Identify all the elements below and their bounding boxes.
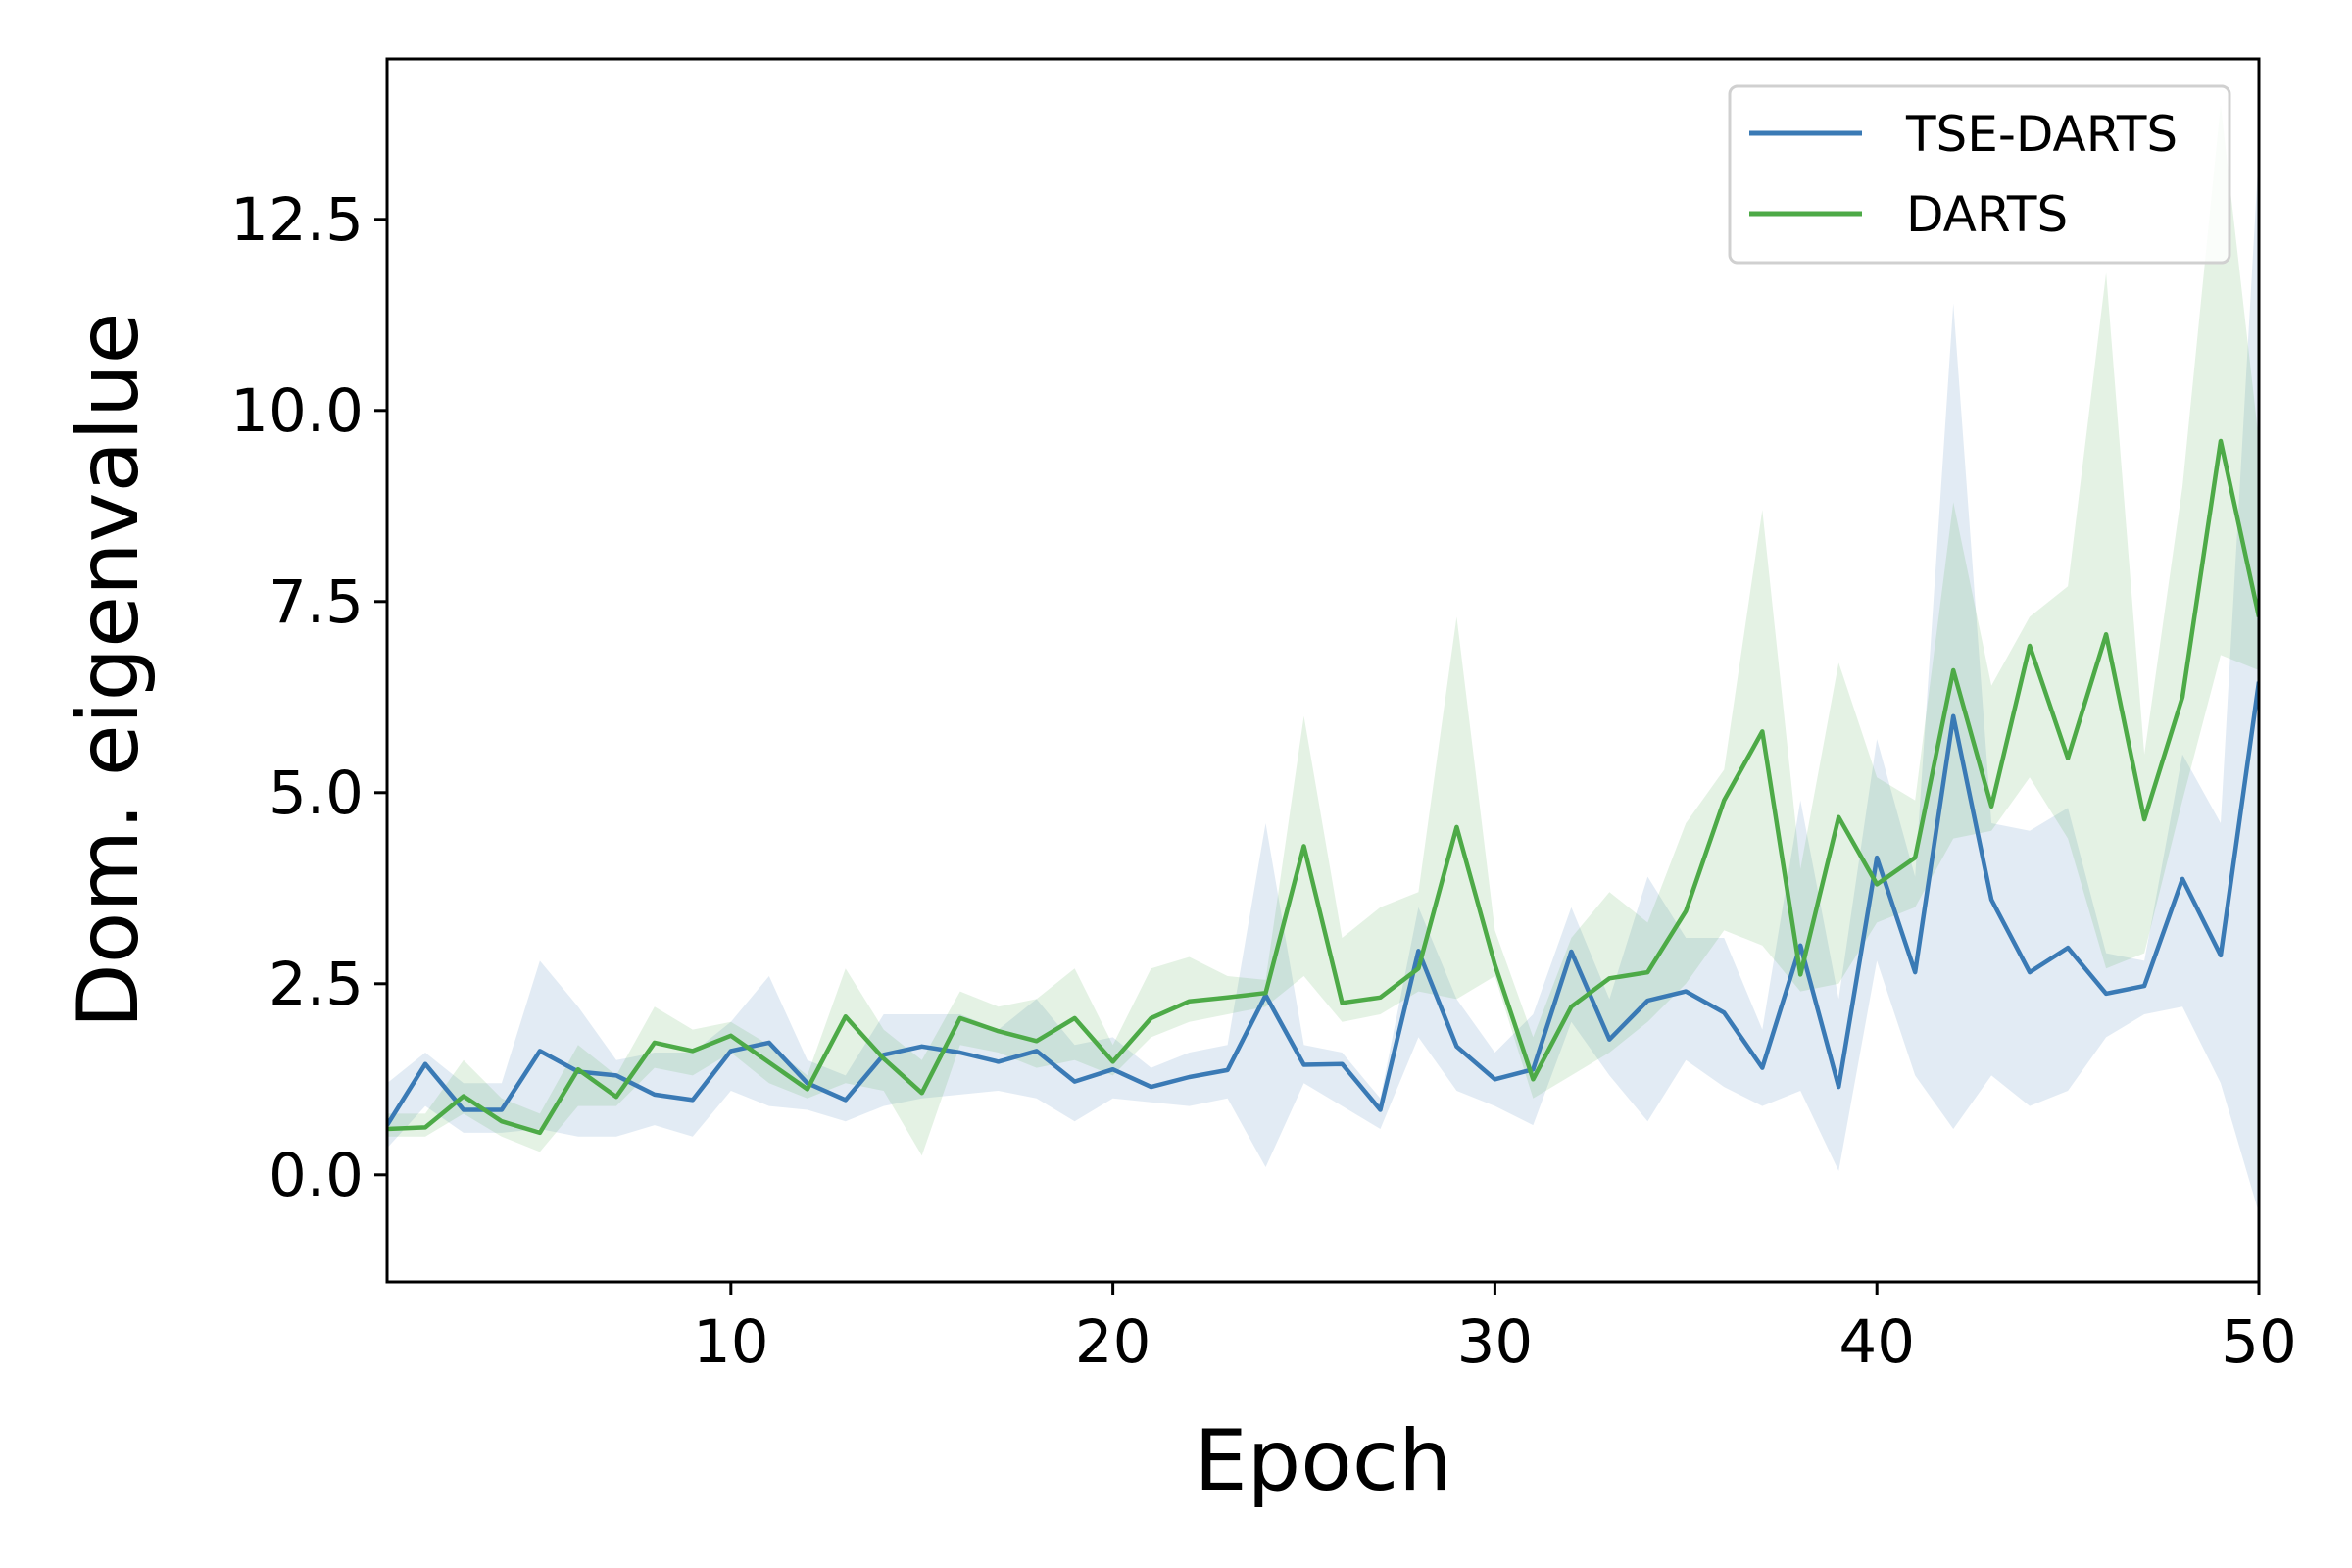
tse-darts-line xyxy=(387,681,2259,1127)
x-axis: 10 20 30 40 50 xyxy=(693,1282,2297,1377)
series-lines xyxy=(387,438,2259,1136)
x-tick-label: 30 xyxy=(1457,1307,1534,1377)
y-tick-label: 10.0 xyxy=(230,376,364,446)
x-tick-label: 20 xyxy=(1075,1307,1152,1377)
legend-box xyxy=(1728,84,2231,265)
darts-legend-label: DARTS xyxy=(1906,186,2068,243)
y-axis-label: Dom. eigenvalue xyxy=(60,313,158,1029)
y-tick-label: 5.0 xyxy=(269,759,364,828)
y-tick-label: 12.5 xyxy=(230,185,364,255)
y-axis: 0.0 2.5 5.0 7.5 10.0 12.5 xyxy=(230,185,387,1210)
y-tick-label: 2.5 xyxy=(269,950,364,1019)
tse-darts-band xyxy=(387,150,2259,1213)
tse-darts-legend-label: TSE-DARTS xyxy=(1905,106,2178,163)
legend: TSE-DARTS DARTS xyxy=(1728,84,2231,265)
y-tick-label: 7.5 xyxy=(269,567,364,637)
y-tick-label: 0.0 xyxy=(269,1141,364,1210)
x-tick-label: 40 xyxy=(1838,1307,1915,1377)
darts-line xyxy=(387,438,2259,1136)
plot-frame xyxy=(385,57,2261,1284)
darts-band xyxy=(387,104,2259,1156)
x-tick-label: 10 xyxy=(693,1307,769,1377)
x-tick-label: 50 xyxy=(2221,1307,2297,1377)
confidence-bands xyxy=(387,104,2259,1213)
x-axis-label: Epoch xyxy=(1194,1412,1451,1510)
